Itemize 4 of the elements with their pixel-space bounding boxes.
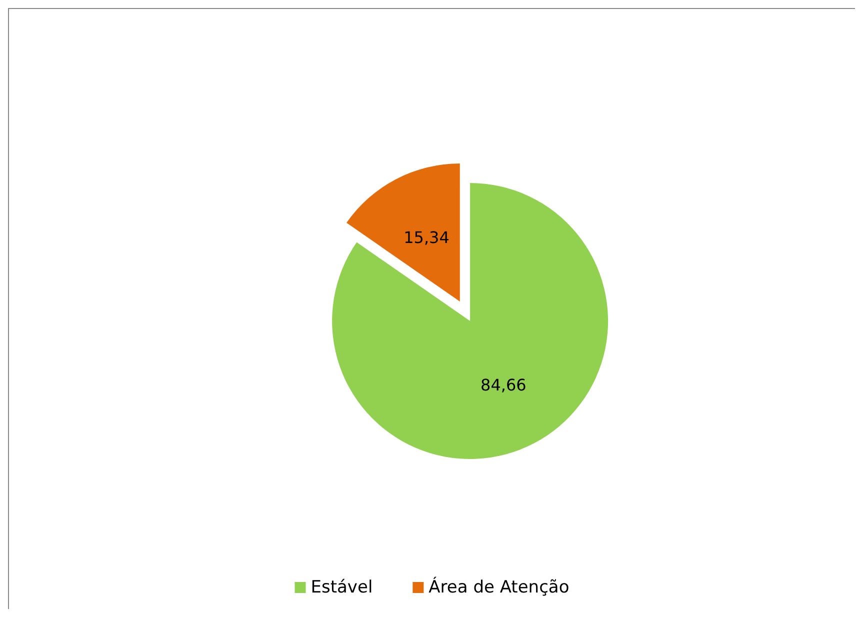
data-label: 15,34 (404, 228, 450, 248)
legend-label: Estável (310, 578, 373, 598)
data-label: 84,66 (480, 375, 526, 394)
legend-label: Área de Atenção (428, 576, 570, 598)
